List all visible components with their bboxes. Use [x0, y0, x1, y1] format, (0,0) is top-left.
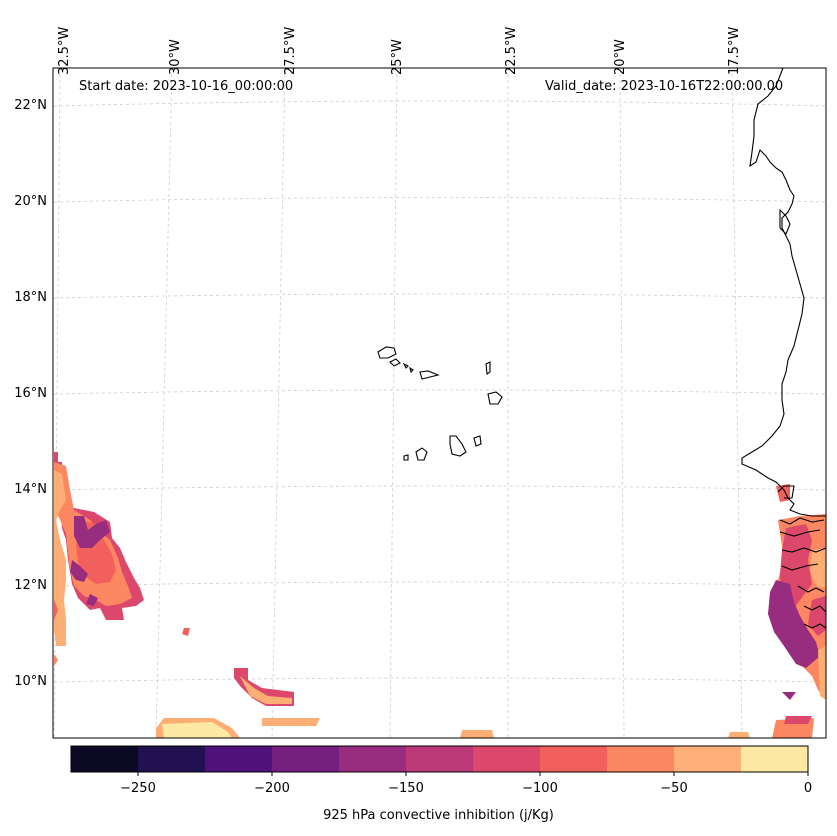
- colorbar-swatch: [406, 746, 474, 772]
- valid-date-label: Valid_date: 2023-10-16T22:00:00.00: [545, 79, 784, 94]
- cin-contours-south: [156, 668, 814, 738]
- colorbar-title: 925 hPa convective inhibition (j/Kg): [323, 808, 554, 823]
- map-frame: [52, 67, 827, 739]
- colorbar-tick-label: −150: [388, 781, 424, 796]
- lon-label: 20°W: [613, 39, 628, 75]
- coastlines: [377, 67, 827, 629]
- lat-label: 14°N: [14, 482, 47, 497]
- lat-label: 12°N: [14, 578, 47, 593]
- lat-label: 18°N: [14, 290, 47, 305]
- start-date-label: Start date: 2023-10-16_00:00:00: [79, 79, 294, 94]
- cin-contours-west: [54, 452, 190, 666]
- colorbar-swatch: [674, 746, 742, 772]
- colorbar-swatch: [339, 746, 407, 772]
- colorbar: [70, 745, 809, 773]
- colorbar-swatch: [540, 746, 608, 772]
- lon-label: 17.5°W: [727, 26, 742, 75]
- colorbar-tick-label: −50: [660, 781, 688, 796]
- lat-label: 20°N: [14, 194, 47, 209]
- colorbar-swatch: [138, 746, 206, 772]
- colorbar-ticks: [137, 772, 809, 776]
- colorbar-swatch: [741, 746, 809, 772]
- colorbar-frame: [70, 745, 809, 773]
- lon-label: 22.5°W: [504, 26, 519, 75]
- colorbar-tick-label: −250: [120, 781, 156, 796]
- colorbar-tick-label: −100: [522, 781, 558, 796]
- colorbar-swatch: [71, 746, 139, 772]
- lon-label: 25°W: [390, 39, 405, 75]
- colorbar-swatch: [205, 746, 273, 772]
- lat-label: 16°N: [14, 386, 47, 401]
- lon-label: 32.5°W: [57, 26, 72, 75]
- colorbar-tick-label: 0: [803, 781, 813, 796]
- lon-label: 30°W: [168, 39, 183, 75]
- lat-label: 10°N: [14, 674, 47, 689]
- colorbar-tick-label: −200: [254, 781, 290, 796]
- colorbar-swatch: [272, 746, 340, 772]
- colorbar-swatch: [607, 746, 675, 772]
- colorbar-swatch: [473, 746, 541, 772]
- lat-label: 22°N: [14, 98, 47, 113]
- graticule: [53, 67, 827, 739]
- lon-label: 27.5°W: [283, 26, 298, 75]
